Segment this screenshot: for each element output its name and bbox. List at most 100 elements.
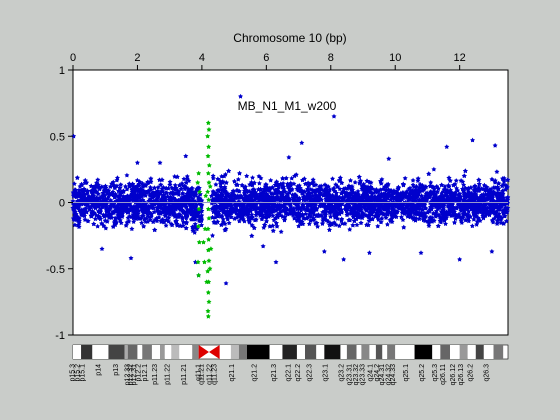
data-point bbox=[266, 212, 272, 218]
data-point bbox=[281, 184, 286, 190]
data-point bbox=[214, 194, 220, 200]
data-point bbox=[108, 184, 113, 189]
data-point bbox=[374, 194, 380, 200]
data-point bbox=[327, 227, 332, 232]
data-point bbox=[163, 217, 169, 223]
data-point bbox=[298, 212, 303, 217]
data-point bbox=[335, 197, 341, 202]
data-point bbox=[169, 196, 175, 201]
data-point bbox=[120, 196, 125, 202]
data-point bbox=[250, 175, 255, 180]
data-point bbox=[166, 218, 171, 224]
data-point bbox=[339, 190, 344, 196]
data-point bbox=[481, 197, 487, 202]
data-point bbox=[287, 202, 293, 207]
data-point bbox=[156, 214, 162, 220]
data-point bbox=[145, 179, 151, 185]
data-point bbox=[250, 198, 256, 204]
data-point bbox=[319, 213, 325, 218]
data-point bbox=[434, 189, 440, 194]
data-point bbox=[495, 190, 501, 195]
data-point bbox=[209, 193, 214, 199]
data-point bbox=[338, 217, 344, 223]
data-point bbox=[110, 224, 116, 229]
data-point bbox=[314, 220, 320, 226]
data-point bbox=[374, 189, 380, 195]
data-point bbox=[215, 213, 221, 219]
data-point bbox=[143, 193, 149, 198]
data-point bbox=[277, 210, 283, 216]
data-point bbox=[420, 213, 426, 219]
data-point bbox=[433, 193, 438, 199]
data-point bbox=[433, 197, 439, 203]
data-point bbox=[82, 177, 88, 183]
data-point bbox=[183, 215, 189, 221]
data-point bbox=[500, 208, 506, 213]
data-point bbox=[146, 209, 152, 215]
data-point bbox=[158, 211, 164, 216]
data-point bbox=[249, 212, 255, 217]
data-point bbox=[426, 191, 432, 197]
data-point bbox=[251, 187, 257, 192]
data-point bbox=[196, 185, 202, 191]
data-point bbox=[394, 198, 400, 203]
data-point bbox=[137, 179, 143, 184]
data-point bbox=[494, 221, 500, 226]
data-point bbox=[482, 203, 487, 209]
data-point bbox=[126, 209, 131, 214]
data-point bbox=[111, 201, 116, 207]
data-point bbox=[257, 197, 263, 202]
data-point bbox=[213, 182, 219, 187]
data-point bbox=[415, 176, 421, 181]
data-point bbox=[423, 194, 429, 199]
data-point bbox=[495, 196, 501, 202]
data-point bbox=[498, 216, 504, 222]
data-point bbox=[474, 222, 480, 227]
data-point bbox=[438, 218, 444, 223]
data-point bbox=[218, 222, 224, 227]
data-point bbox=[453, 205, 459, 210]
data-point bbox=[467, 201, 473, 206]
data-point bbox=[460, 197, 466, 203]
data-point bbox=[240, 216, 246, 222]
data-point bbox=[421, 216, 427, 222]
data-point bbox=[82, 213, 87, 218]
data-point bbox=[163, 213, 168, 218]
data-point bbox=[407, 185, 413, 191]
data-point bbox=[117, 217, 123, 223]
data-point bbox=[127, 194, 133, 200]
data-point bbox=[492, 211, 498, 216]
data-point bbox=[129, 189, 135, 195]
data-point bbox=[108, 191, 114, 197]
data-point bbox=[415, 211, 421, 217]
data-point bbox=[464, 206, 470, 211]
data-point bbox=[381, 206, 387, 212]
data-point bbox=[241, 208, 247, 214]
data-point bbox=[414, 209, 420, 215]
data-point bbox=[389, 214, 395, 219]
data-point bbox=[400, 203, 406, 208]
data-point bbox=[300, 221, 306, 226]
data-point bbox=[98, 216, 103, 222]
data-point bbox=[226, 220, 232, 226]
data-point bbox=[333, 190, 339, 196]
data-point bbox=[155, 195, 161, 201]
data-point bbox=[370, 201, 375, 206]
data-point bbox=[184, 219, 189, 225]
data-point bbox=[477, 218, 483, 223]
data-point bbox=[434, 184, 440, 189]
data-point bbox=[492, 179, 498, 185]
data-point bbox=[443, 221, 448, 226]
data-point bbox=[380, 197, 386, 202]
data-point bbox=[253, 212, 259, 218]
data-point bbox=[293, 202, 299, 208]
data-point bbox=[476, 177, 482, 182]
data-point bbox=[466, 215, 471, 221]
data-point bbox=[106, 208, 112, 214]
data-point bbox=[143, 219, 149, 224]
data-point bbox=[322, 182, 328, 187]
data-point bbox=[301, 194, 306, 200]
data-point bbox=[150, 192, 155, 198]
data-point bbox=[192, 230, 198, 235]
